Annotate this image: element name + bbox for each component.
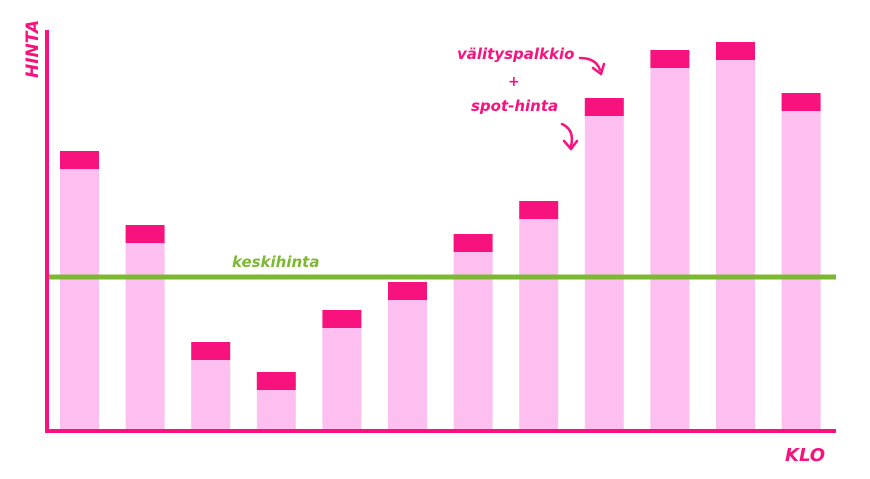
bar-service-fee <box>453 234 493 252</box>
fee-spot-annotation: välityspalkkio + spot-hinta <box>457 45 606 151</box>
bar-service-fee <box>125 225 165 243</box>
y-axis-label: HINTA <box>23 20 43 78</box>
annotation-spot-label: spot-hinta <box>471 97 558 115</box>
bar-service-fee <box>322 310 362 328</box>
arrow-to-fee-icon <box>578 56 602 72</box>
bars-group <box>60 42 821 431</box>
bar-spot-price <box>781 111 821 431</box>
bar-service-fee <box>519 201 559 219</box>
bar-spot-price <box>716 60 755 431</box>
bar-service-fee <box>650 50 690 68</box>
bar-spot-price <box>519 219 559 431</box>
x-axis-label: KLO <box>785 445 825 466</box>
bar-spot-price <box>256 390 296 431</box>
bar-spot-price <box>125 243 165 431</box>
arrow-to-spot-icon <box>560 122 574 148</box>
bar-service-fee <box>388 282 427 300</box>
bar-spot-price <box>191 360 231 431</box>
arrow-to-fee-head-icon <box>591 62 606 76</box>
bar-spot-price <box>388 300 427 431</box>
annotation-plus-label: + <box>508 74 520 90</box>
bar-service-fee <box>256 372 296 390</box>
bar-spot-price <box>584 116 624 431</box>
average-line-label: keskihinta <box>232 253 319 271</box>
bar-service-fee <box>60 151 99 169</box>
bar-spot-price <box>322 328 362 431</box>
bar-spot-price <box>650 68 690 431</box>
bar-service-fee <box>716 42 755 60</box>
bar-spot-price <box>60 169 99 431</box>
arrow-to-spot-head-icon <box>562 139 579 151</box>
bar-spot-price <box>453 252 493 431</box>
bar-service-fee <box>584 98 624 116</box>
annotation-fee-label: välityspalkkio <box>457 45 574 63</box>
bar-service-fee <box>191 342 231 360</box>
bar-service-fee <box>781 93 821 111</box>
